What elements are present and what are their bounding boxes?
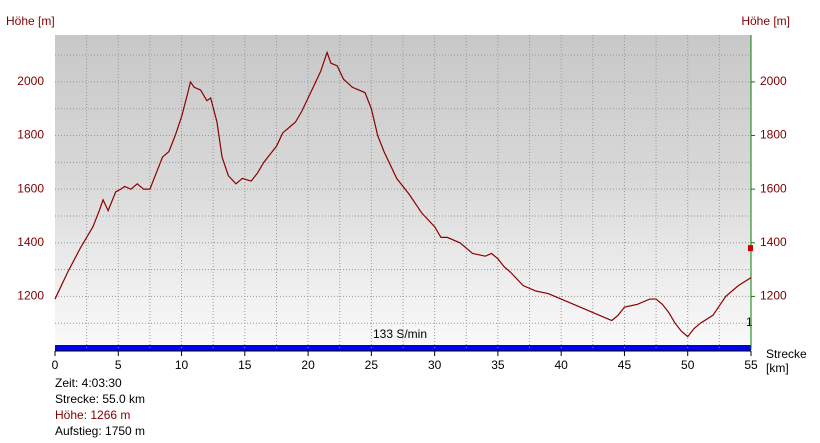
footer-time: Zeit: 4:03:30 (55, 376, 122, 390)
x-axis-label: Strecke (766, 347, 807, 361)
x-tick-label: 5 (115, 358, 122, 372)
y-tick-label: 2000 (17, 74, 44, 88)
side-note: 1 (746, 315, 753, 329)
x-tick-label: 10 (175, 358, 189, 372)
y2-axis-label: Höhe [m] (741, 14, 790, 28)
y-tick-label: 1200 (17, 289, 44, 303)
x-tick-label: 40 (555, 358, 569, 372)
marker (748, 245, 753, 252)
x-tick-label: 50 (681, 358, 695, 372)
x-tick-label: 55 (744, 358, 758, 372)
x-tick-label: 20 (301, 358, 315, 372)
y-axis-label: Höhe [m] (6, 14, 55, 28)
x-tick-label: 35 (491, 358, 505, 372)
x-axis-label: [km] (766, 361, 789, 375)
plot-area (55, 35, 751, 350)
x-tick-label: 30 (428, 358, 442, 372)
y2-tick-label: 1800 (760, 128, 787, 142)
y-tick-label: 1800 (17, 128, 44, 142)
footer-ascent: Aufstieg: 1750 m (55, 424, 145, 438)
footer-height: Höhe: 1266 m (55, 408, 130, 422)
y2-tick-label: 2000 (760, 74, 787, 88)
x-tick-label: 45 (618, 358, 632, 372)
y2-tick-label: 1200 (760, 289, 787, 303)
footer-distance: Strecke: 55.0 km (55, 392, 145, 406)
y2-tick-label: 1600 (760, 181, 787, 195)
x-tick-label: 15 (238, 358, 252, 372)
annotation: 133 S/min (373, 327, 427, 341)
x-tick-label: 0 (52, 358, 59, 372)
x-tick-label: 25 (365, 358, 379, 372)
y-tick-label: 1400 (17, 235, 44, 249)
y2-tick-label: 1400 (760, 235, 787, 249)
elevation-line (54, 50, 752, 338)
y-tick-label: 1600 (17, 181, 44, 195)
